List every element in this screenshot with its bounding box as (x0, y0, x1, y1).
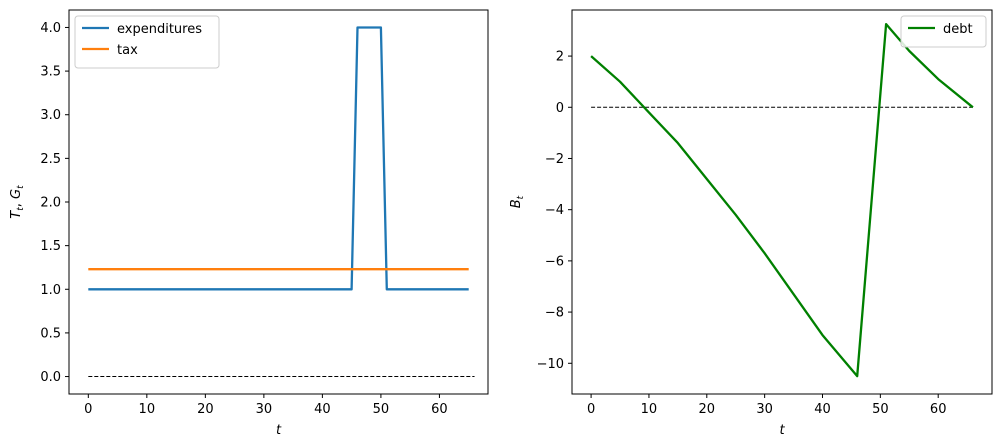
y-tick-label: 2.0 (40, 196, 61, 211)
x-tick-label: 0 (84, 402, 92, 417)
y-tick-label: −6 (545, 254, 564, 269)
y-tick-label: −10 (537, 357, 564, 372)
x-tick-label: 20 (699, 402, 716, 417)
legend-label: debt (943, 22, 973, 37)
y-tick-label: 2 (556, 50, 564, 65)
x-tick-label: 60 (930, 402, 947, 417)
axes-frame (571, 9, 993, 395)
y-tick-label: 1.0 (40, 283, 61, 298)
x-tick-label: 40 (814, 402, 831, 417)
series-line-expenditures (88, 26, 469, 291)
x-axis-label: t (276, 423, 282, 438)
x-axis-label: t (779, 423, 785, 438)
x-tick-label: 10 (139, 402, 156, 417)
y-tick-label: 0.0 (40, 370, 61, 385)
y-tick-label: 2.5 (40, 152, 61, 167)
x-tick-label: 30 (756, 402, 773, 417)
y-tick-label: −2 (545, 152, 564, 167)
x-tick-label: 60 (431, 402, 448, 417)
x-tick-label: 10 (641, 402, 658, 417)
series-line-debt (590, 22, 974, 378)
legend-frame (74, 15, 220, 69)
x-tick-label: 40 (314, 402, 331, 417)
legend-label: expenditures (117, 22, 202, 37)
chart-left: 0 10 20 30 40 50 60 0.0 0.5 1.0 1.5 2.0 2.5 3.0 3.5 4.0… (9, 9, 489, 438)
legend-frame (900, 15, 987, 48)
chart-right: 0 10 20 30 40 50 60 −10 −8 −6 −4 −2 0 2 t Bt debt (509, 9, 993, 438)
y-tick-label: −4 (545, 203, 564, 218)
y-tick-label: 1.5 (40, 239, 61, 254)
x-tick-label: 0 (587, 402, 595, 417)
legend-label: tax (117, 43, 138, 58)
y-tick-label: 0 (556, 101, 564, 116)
y-axis-label: Tt, Gt (9, 185, 26, 219)
x-tick-label: 20 (197, 402, 214, 417)
legend: debt (900, 15, 987, 48)
x-tick-label: 50 (373, 402, 390, 417)
y-tick-label: 4.0 (40, 21, 61, 36)
x-tick-label: 30 (256, 402, 273, 417)
y-axis-label: Bt (509, 195, 526, 208)
y-tick-label: 3.0 (40, 108, 61, 123)
y-tick-label: −8 (545, 306, 564, 321)
legend: expenditures tax (74, 15, 220, 69)
x-tick-label: 50 (872, 402, 889, 417)
y-tick-label: 0.5 (40, 326, 61, 341)
y-tick-label: 3.5 (40, 65, 61, 80)
